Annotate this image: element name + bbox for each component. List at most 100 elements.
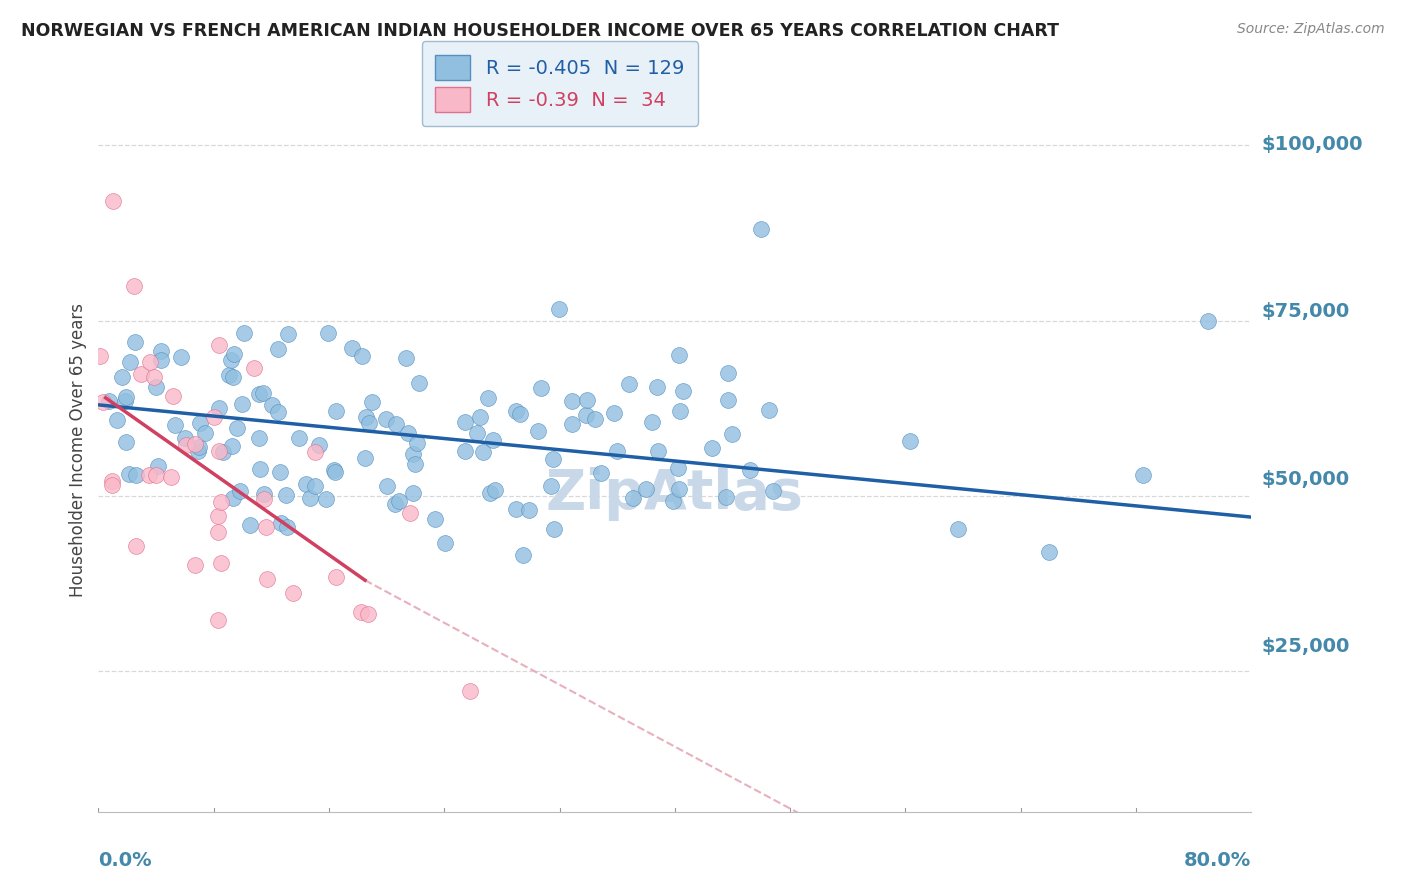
Point — [101, 478, 124, 492]
Point — [721, 426, 744, 441]
Point — [249, 461, 271, 475]
Point — [323, 465, 346, 479]
Point — [222, 370, 245, 384]
Point — [111, 369, 134, 384]
Point — [207, 443, 229, 458]
Point — [352, 349, 374, 363]
Point — [93, 394, 115, 409]
Point — [219, 353, 242, 368]
Point — [256, 572, 278, 586]
Point — [149, 343, 172, 358]
Point — [716, 393, 738, 408]
Point — [575, 409, 598, 423]
Point — [207, 524, 229, 539]
Point — [898, 434, 921, 448]
Point — [621, 491, 644, 506]
Point — [270, 516, 292, 530]
Point — [188, 416, 211, 430]
Point — [138, 355, 160, 369]
Point — [150, 353, 173, 368]
Point — [125, 467, 148, 482]
Point — [183, 436, 205, 450]
Point — [357, 607, 380, 622]
Point — [298, 491, 321, 506]
Point — [527, 425, 550, 439]
Point — [374, 411, 396, 425]
Point — [356, 409, 378, 424]
Point — [207, 613, 229, 627]
Point — [212, 444, 235, 458]
Point — [668, 348, 690, 362]
Point — [247, 386, 270, 401]
Point — [561, 417, 583, 432]
Point — [208, 401, 231, 415]
Point — [124, 334, 146, 349]
Point — [408, 376, 430, 390]
Text: NORWEGIAN VS FRENCH AMERICAN INDIAN HOUSEHOLDER INCOME OVER 65 YEARS CORRELATION: NORWEGIAN VS FRENCH AMERICAN INDIAN HOUS… — [21, 22, 1059, 40]
Point — [375, 479, 398, 493]
Point — [751, 222, 773, 236]
Point — [406, 436, 429, 450]
Point — [252, 386, 274, 401]
Point — [472, 445, 495, 459]
Point — [222, 491, 245, 505]
Point — [118, 355, 141, 369]
Point — [758, 402, 780, 417]
Point — [669, 404, 692, 418]
Point — [1197, 314, 1219, 328]
Point — [283, 586, 305, 600]
Point — [458, 684, 481, 698]
Point — [509, 407, 531, 421]
Point — [238, 517, 260, 532]
Point — [322, 463, 344, 477]
Point — [385, 417, 408, 431]
Point — [541, 452, 564, 467]
Point — [762, 484, 785, 499]
Point — [388, 493, 411, 508]
Point — [174, 430, 197, 444]
Point — [202, 410, 225, 425]
Point — [948, 522, 970, 536]
Point — [253, 487, 276, 501]
Point — [218, 368, 240, 382]
Point — [162, 389, 184, 403]
Point — [540, 479, 562, 493]
Text: 0.0%: 0.0% — [98, 852, 152, 871]
Point — [232, 326, 254, 341]
Point — [647, 444, 669, 458]
Point — [640, 415, 662, 429]
Point — [242, 360, 264, 375]
Point — [645, 380, 668, 394]
Point — [585, 412, 607, 426]
Point — [454, 415, 477, 429]
Point — [702, 441, 724, 455]
Point — [142, 370, 165, 384]
Point — [187, 443, 209, 458]
Point — [253, 492, 276, 507]
Point — [315, 491, 337, 506]
Point — [394, 351, 416, 366]
Point — [274, 488, 297, 502]
Point — [325, 570, 347, 584]
Point — [114, 393, 136, 408]
Point — [505, 501, 527, 516]
Point — [188, 440, 211, 454]
Point — [361, 394, 384, 409]
Point — [247, 431, 270, 445]
Point — [174, 438, 197, 452]
Point — [160, 470, 183, 484]
Point — [668, 483, 690, 497]
Point — [384, 498, 406, 512]
Point — [666, 461, 689, 475]
Text: Source: ZipAtlas.com: Source: ZipAtlas.com — [1237, 22, 1385, 37]
Point — [482, 433, 505, 447]
Point — [316, 326, 339, 340]
Point — [207, 508, 229, 523]
Point — [714, 490, 737, 504]
Point — [163, 418, 186, 433]
Point — [636, 482, 658, 496]
Point — [267, 405, 290, 419]
Point — [738, 462, 761, 476]
Point — [209, 495, 232, 509]
Point — [617, 376, 640, 391]
